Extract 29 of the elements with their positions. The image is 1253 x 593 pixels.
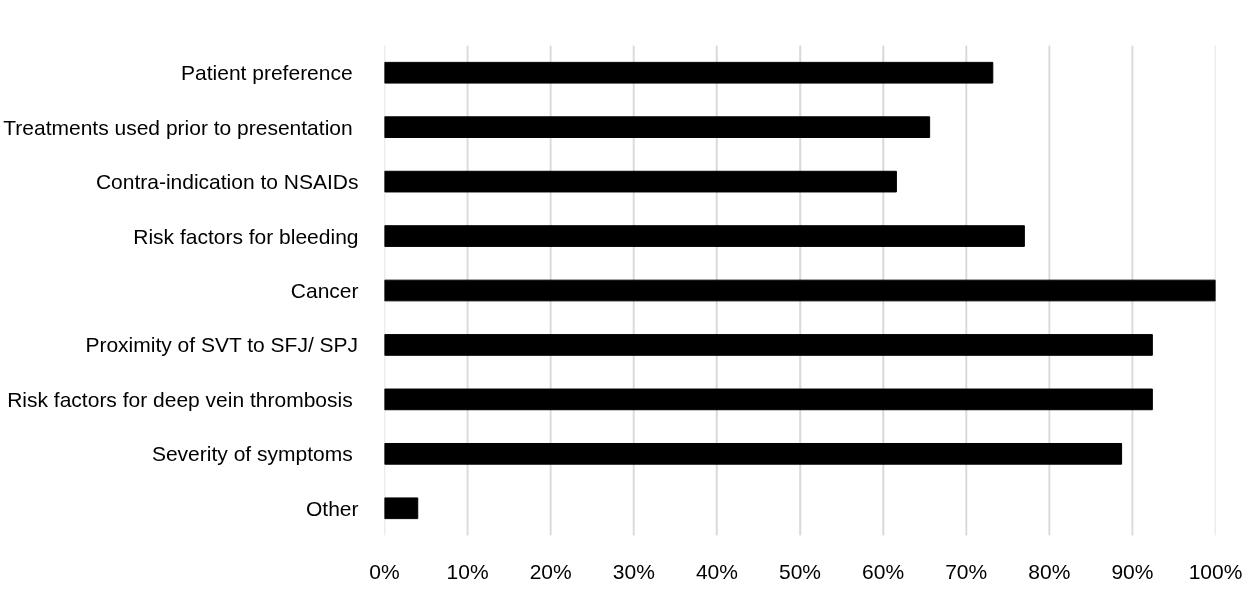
x-tick-label: 50%	[778, 559, 822, 583]
bar	[384, 170, 897, 193]
y-tick-label: Cancer	[290, 279, 359, 302]
x-tick-label: 90%	[1111, 559, 1154, 583]
bar	[384, 497, 419, 520]
bar	[384, 334, 1153, 356]
y-tick-label: Severity of symptoms	[151, 442, 353, 466]
x-tick-label: 20%	[529, 559, 572, 583]
x-tick-label: 40%	[695, 559, 738, 583]
x-tick-label: 0%	[369, 559, 400, 583]
x-tick-label: 80%	[1028, 559, 1071, 583]
x-tick-label: 60%	[862, 559, 905, 583]
bar	[384, 279, 1216, 302]
bar	[384, 225, 1025, 247]
bar	[384, 116, 931, 139]
y-tick-label: Risk factors for bleeding	[133, 224, 359, 248]
x-tick-label: 10%	[446, 559, 489, 583]
x-tick-label: 30%	[612, 559, 655, 583]
x-tick-label: 70%	[945, 559, 988, 583]
bar	[384, 388, 1153, 411]
y-tick-label: Treatments used prior to presentation	[3, 115, 353, 139]
y-tick-label: Patient preference	[181, 61, 353, 85]
x-tick-label: 100%	[1188, 559, 1243, 583]
y-tick-label: Proximity of SVT to SFJ/ SPJ	[85, 333, 359, 357]
y-tick-label: Other	[305, 496, 359, 520]
bar	[384, 442, 1123, 465]
y-tick-label: Contra-indication to NSAIDs	[95, 170, 359, 194]
y-tick-label: Risk factors for deep vein thrombosis	[7, 387, 353, 411]
bar	[384, 61, 994, 84]
